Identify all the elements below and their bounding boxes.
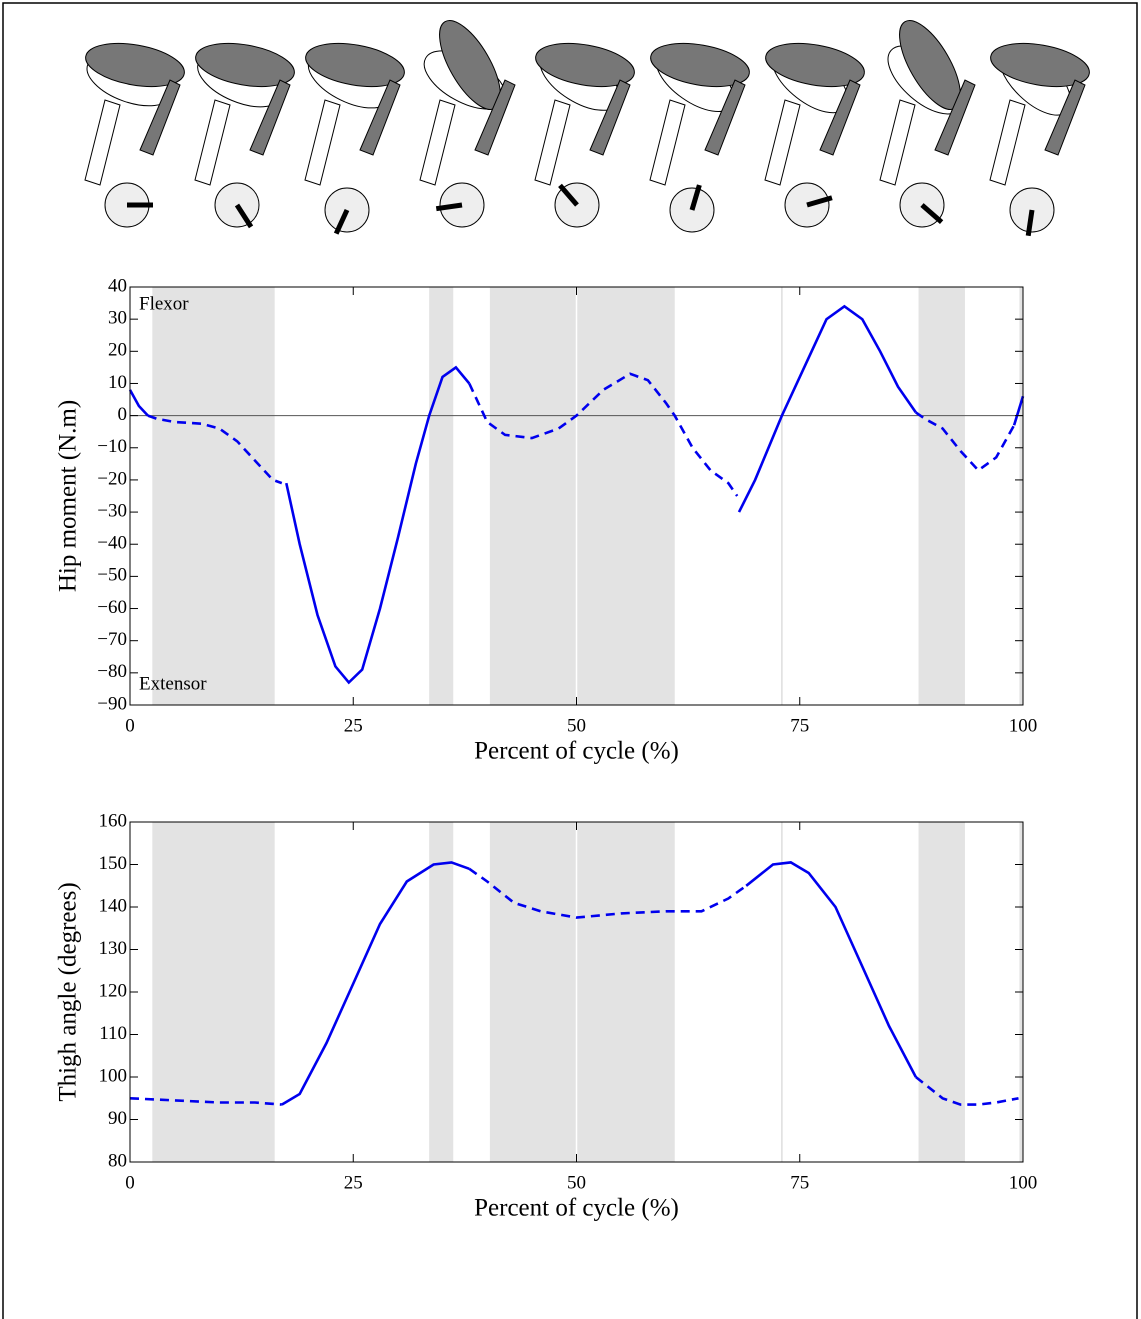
shaded-region (152, 287, 275, 705)
crank-arm (435, 202, 463, 212)
plot: −90 −80 −70 −60 −50 −40 −30 −20 −10 0 10 20 30 40 0 25 5… (55, 275, 1038, 764)
y-tick-label: 150 (99, 853, 128, 874)
thigh-front (650, 42, 750, 88)
y-tick-label: 30 (108, 308, 127, 329)
x-tick-label: 50 (567, 1172, 586, 1193)
annotation: Extensor (139, 673, 207, 694)
shank-front (474, 79, 516, 156)
shank-back (764, 99, 801, 186)
y-tick-label: 140 (99, 895, 128, 916)
shank-front (1044, 79, 1086, 156)
y-tick-label: 110 (99, 1023, 127, 1044)
y-tick-label: −60 (97, 597, 127, 618)
annotation: Flexor (139, 293, 189, 314)
x-tick-label: 75 (790, 1172, 809, 1193)
shaded-region (489, 287, 675, 705)
shank-front (819, 79, 861, 156)
y-tick-label: 20 (108, 340, 127, 361)
x-tick-label: 100 (1009, 1172, 1038, 1193)
y-tick-label: −10 (97, 436, 127, 457)
leg-figure (194, 42, 295, 229)
shaded-region (489, 822, 675, 1162)
shank-back (419, 99, 456, 186)
data-line (147, 372, 1016, 497)
shaded-region (152, 822, 275, 1162)
cycling-illustrations (84, 20, 1090, 237)
y-tick-label: −20 (97, 468, 127, 489)
shank-back (534, 99, 571, 186)
x-tick-label: 75 (790, 715, 809, 736)
thigh-front (85, 42, 185, 88)
x-tick-label: 0 (125, 715, 135, 736)
y-tick-label: 10 (108, 372, 127, 393)
shank-back (304, 99, 341, 186)
plot: 80 90 100 110 120 130 140 150 160 0 25 50 75 100 Perce… (55, 810, 1038, 1221)
thigh-front (990, 42, 1090, 88)
crank-arm (920, 203, 944, 224)
shaded-region (429, 287, 454, 705)
x-axis-title: Percent of cycle (%) (474, 1195, 679, 1222)
data-line (128, 304, 1025, 685)
y-tick-label: −30 (97, 500, 127, 521)
shank-front (704, 79, 746, 156)
leg-figure (764, 42, 865, 228)
y-tick-label: −50 (97, 565, 127, 586)
y-tick-label: −90 (97, 693, 127, 714)
shank-front (359, 79, 401, 156)
x-tick-label: 25 (344, 715, 363, 736)
y-tick-label: 90 (108, 1108, 127, 1129)
shank-back (84, 99, 121, 186)
shaded-region (918, 287, 965, 705)
thigh-front (195, 42, 295, 88)
leg-figure (649, 42, 750, 233)
thigh-front (765, 42, 865, 88)
leg-figure (84, 42, 185, 228)
y-tick-label: −80 (97, 661, 127, 682)
shank-back (989, 99, 1026, 186)
leg-figure (304, 42, 405, 235)
shaded-region (429, 822, 454, 1162)
y-tick-label: 40 (108, 275, 127, 296)
shaded-region (1019, 287, 1023, 705)
crank-arm (806, 195, 833, 208)
thigh-front (535, 42, 635, 88)
shank-front (934, 79, 976, 156)
x-tick-label: 100 (1009, 715, 1038, 736)
y-tick-label: 100 (99, 1065, 128, 1086)
crank-arm (1025, 209, 1035, 237)
crank-arm (234, 203, 254, 229)
leg-figure (419, 20, 516, 228)
data-line (129, 867, 1019, 1106)
y-tick-label: −70 (97, 629, 127, 650)
data-line (281, 861, 917, 1106)
y-tick-label: 160 (99, 810, 128, 831)
leg-figure (534, 42, 635, 228)
shank-back (879, 99, 916, 186)
thigh-front (305, 42, 405, 88)
y-tick-label: 80 (108, 1150, 127, 1171)
y-tick-label: 120 (99, 980, 128, 1001)
crank-arm (689, 184, 702, 211)
y-tick-label: 130 (99, 938, 128, 959)
y-tick-label: 0 (118, 404, 128, 425)
y-tick-label: −40 (97, 533, 127, 554)
x-axis-title: Percent of cycle (%) (474, 738, 679, 765)
y-axis-title: Thigh angle (degrees) (55, 882, 82, 1101)
shank-back (194, 99, 231, 186)
x-tick-label: 0 (125, 1172, 135, 1193)
crank-arm (558, 183, 579, 207)
x-tick-label: 25 (344, 1172, 363, 1193)
leg-figure (989, 42, 1090, 237)
shank-front (589, 79, 631, 156)
shank-front (249, 79, 291, 156)
shank-front (139, 79, 181, 156)
x-tick-label: 50 (567, 715, 586, 736)
shaded-region (918, 822, 965, 1162)
crank-arm (333, 208, 350, 235)
leg-figure (879, 20, 976, 228)
shank-back (649, 99, 686, 186)
y-axis-title: Hip moment (N.m) (55, 400, 82, 592)
